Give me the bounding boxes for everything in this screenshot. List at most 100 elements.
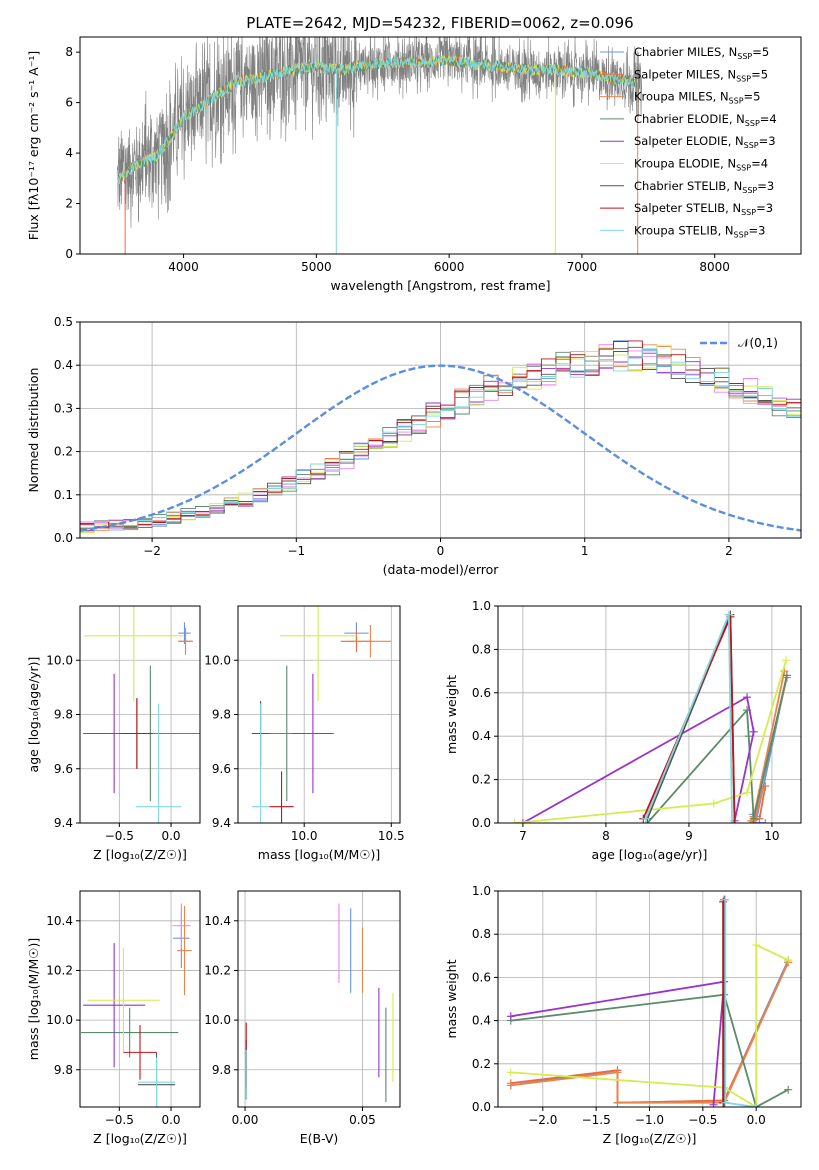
y-tick-label: 9.8 (212, 1063, 231, 1077)
legend-subscript: SSP (744, 141, 759, 150)
legend-label: Kroupa STELIB, NSSP=3 (634, 223, 765, 239)
x-tick-label: 8000 (699, 260, 730, 274)
point-kroupa_stelib (724, 610, 733, 619)
histogram-kroupa_stelib (80, 348, 801, 533)
x-tick-label: 0 (437, 544, 445, 558)
y-tick-label: 10.0 (46, 653, 73, 667)
y-tick-label: 9.6 (212, 762, 231, 776)
figure-title: PLATE=2642, MJD=54232, FIBERID=0062, z=0… (246, 14, 633, 32)
y-tick-label: 10.4 (204, 914, 231, 928)
y-tick-label: 0.8 (472, 642, 491, 656)
y-tick-label: 6 (65, 96, 73, 110)
y-tick-label: 0.4 (54, 358, 73, 372)
legend-label: Salpeter MILES, NSSP=5 (634, 67, 768, 83)
x-tick-label: 8 (602, 829, 610, 843)
legend-suffix: =3 (749, 223, 766, 237)
series-salpeter_elodie (522, 695, 755, 823)
x-tick-label: 10 (764, 829, 779, 843)
x-axis-label: (data-model)/error (383, 562, 500, 577)
legend-subscript: SSP (741, 208, 756, 217)
panel-mass-vs-Z: −0.5 0.0 9.8 10.0 10.2 10.4 Z [log₁₀(Z/Z☉)] mas… (26, 890, 201, 1146)
legend-subscript: SSP (745, 119, 760, 128)
legend-suffix: =5 (751, 67, 768, 81)
legend-label: Salpeter ELODIE, NSSP=3 (634, 134, 776, 150)
point-chabrier_miles (761, 819, 770, 823)
panel-age-vs-Z: −0.5 0.0 9.4 9.6 9.8 10.0 Z [log₁₀(Z/Z☉)] age [… (26, 605, 201, 862)
series-kroupa_miles (748, 670, 786, 823)
y-tick-label: 10.0 (204, 653, 231, 667)
point-kroupa_stelib (721, 895, 730, 904)
point-kroupa_elodie (743, 788, 752, 797)
normal-curve (80, 364, 801, 532)
series-kroupa_stelib (724, 899, 757, 1107)
y-tick-label: 9.8 (54, 1063, 73, 1077)
x-axis-label: Z [log₁₀(Z/Z☉)] (93, 1131, 187, 1146)
legend-subscript: SSP (734, 230, 749, 239)
y-tick-label: 0.0 (472, 816, 491, 830)
x-tick-label: 4000 (168, 260, 199, 274)
y-tick-label: 10.0 (46, 1013, 73, 1027)
point-chabrier_elodie (782, 671, 791, 680)
legend-suffix: =5 (752, 45, 769, 59)
point-chabrier_elodie (749, 814, 758, 823)
x-tick-label: −2 (143, 544, 161, 558)
legend-suffix: =5 (744, 90, 761, 104)
histogram-salpeter_stelib (80, 340, 801, 530)
y-tick-label: 9.4 (54, 816, 73, 830)
point-kroupa_elodie (782, 656, 791, 665)
y-tick-label: 2 (65, 197, 73, 211)
series-chabrier_stelib (646, 614, 736, 823)
x-tick-label: −1.5 (582, 1113, 611, 1127)
y-axis-label: mass weight (444, 959, 459, 1038)
x-tick-label: 7 (519, 829, 527, 843)
y-axis-label: Flux [fλ10⁻¹⁷ erg cm⁻² s⁻¹ A⁻¹] (26, 51, 41, 240)
axes-frame (79, 36, 802, 255)
y-tick-label: 0.5 (54, 315, 73, 329)
y-tick-label: 0 (65, 247, 73, 261)
panel-mass-weight-vs-Z: −2.0 −1.5 −1.0 −0.5 0.0 0.0 0.2 0.4 0.6 0.8 1.0 Z [… (444, 884, 802, 1146)
y-axis-label: mass weight (444, 675, 459, 754)
y-tick-label: 0.4 (472, 1014, 491, 1028)
point-chabrier_stelib (720, 1103, 729, 1107)
point-kroupa_miles (613, 1098, 622, 1107)
y-axis-label: mass [log₁₀(M/M☉)] (26, 938, 41, 1060)
y-tick-label: 0.6 (472, 970, 491, 984)
x-tick-label: 7000 (567, 260, 598, 274)
plot-area (116, 37, 642, 254)
y-tick-label: 10.4 (46, 914, 73, 928)
axes-frame (237, 890, 401, 1108)
point-salpeter_stelib (730, 819, 739, 823)
point-salpeter_elodie (743, 693, 752, 702)
y-tick-label: 0.0 (472, 1100, 491, 1114)
plot-area (251, 606, 392, 823)
legend-label: Chabrier ELODIE, NSSP=4 (634, 112, 777, 128)
y-tick-label: 9.6 (54, 762, 73, 776)
x-tick-label: 0.0 (161, 1113, 180, 1127)
x-tick-label: −2.0 (528, 1113, 557, 1127)
model-spectrum-kroupa_stelib (116, 53, 636, 184)
y-tick-label: 0.2 (54, 445, 73, 459)
legend-subscript: SSP (729, 97, 744, 106)
legend-subscript: SSP (742, 186, 757, 195)
point-salpeter_elodie (749, 727, 758, 736)
series-kroupa_elodie (510, 943, 789, 1107)
panel-age-vs-mass: 10.0 10.5 9.4 9.6 9.8 10.0 mass [log₁₀(M/M☉)] (204, 605, 405, 862)
y-tick-label: 9.8 (212, 708, 231, 722)
x-tick-label: 9 (685, 829, 693, 843)
x-axis-label: Z [log₁₀(Z/Z☉)] (603, 1131, 697, 1146)
point-salpeter_elodie (506, 1012, 515, 1021)
point-chabrier_elodie (784, 1085, 793, 1094)
legend-label: Kroupa MILES, NSSP=5 (634, 90, 760, 106)
legend-suffix: =3 (757, 179, 774, 193)
legend-suffix: =4 (751, 157, 768, 171)
y-tick-label: 10.0 (204, 1013, 231, 1027)
series-chabrier_elodie (510, 993, 789, 1107)
legend-suffix: =3 (759, 134, 776, 148)
x-tick-label: −0.5 (105, 829, 134, 843)
y-tick-label: 1.0 (472, 884, 491, 898)
x-tick-label: 5000 (301, 260, 332, 274)
x-tick-label: −1.0 (635, 1113, 664, 1127)
x-tick-label: 10.5 (378, 829, 405, 843)
y-axis-label: age [log₁₀(age/yr)] (26, 657, 41, 773)
legend-label: Chabrier MILES, NSSP=5 (634, 45, 769, 61)
